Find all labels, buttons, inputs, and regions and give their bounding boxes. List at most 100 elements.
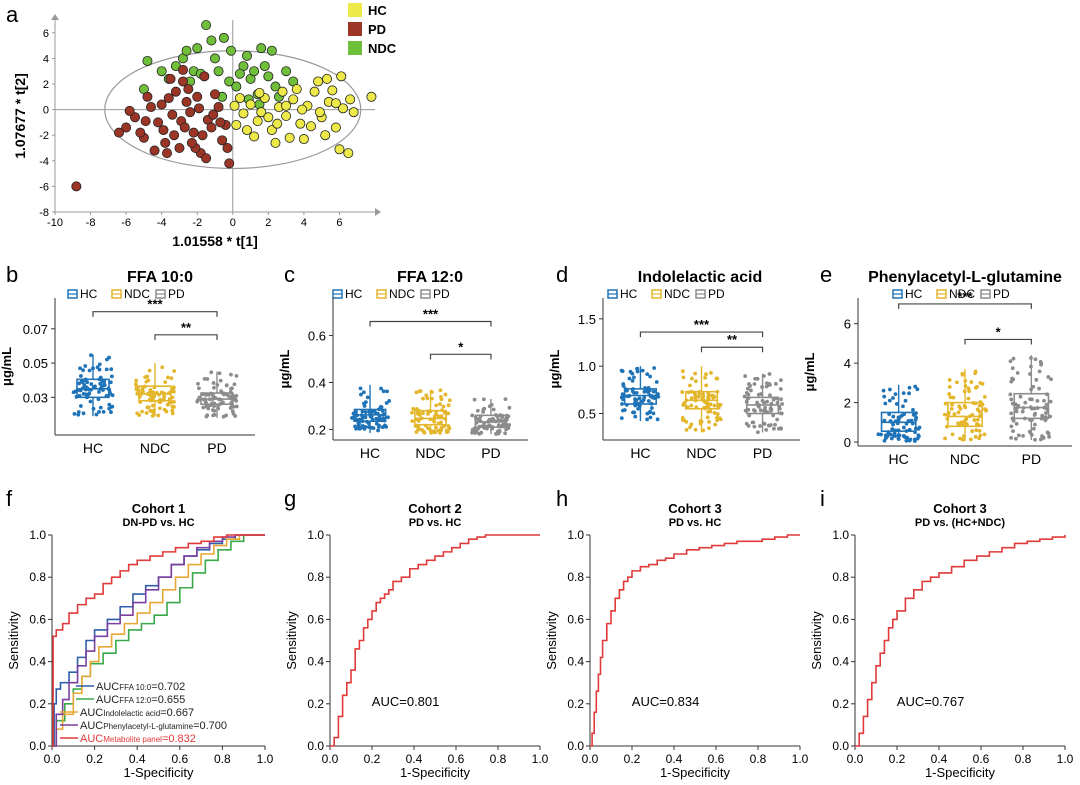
y-tick-label: 0.0 xyxy=(567,739,584,753)
jitter-point-ndc xyxy=(680,390,685,394)
chart-title: Phenylacetyl-L-glutamine xyxy=(868,269,1062,286)
jitter-point-ndc xyxy=(434,425,438,430)
jitter-point-pd xyxy=(1034,377,1039,382)
jitter-point-hc xyxy=(384,401,389,405)
jitter-point-pd xyxy=(234,374,239,378)
x-tick-label: 0.4 xyxy=(666,752,683,766)
jitter-point-ndc xyxy=(955,380,959,385)
point-pd xyxy=(170,86,181,97)
jitter-point-ndc xyxy=(684,419,689,424)
jitter-point-ndc xyxy=(150,413,155,418)
point-hc xyxy=(345,94,356,105)
roc-i: Cohort 3PD vs. (HC+NDC) 0.00.0 0.2 0.2 0.4 0.… xyxy=(809,501,1074,780)
jitter-point-pd xyxy=(1015,371,1020,375)
y-tick-label: 0.0 xyxy=(832,739,849,753)
jitter-point-hc xyxy=(643,389,648,393)
jitter-point-ndc xyxy=(172,399,176,404)
jitter-point-hc xyxy=(637,396,642,401)
jitter-point-ndc xyxy=(165,402,170,407)
jitter-point-hc xyxy=(367,409,372,414)
x-tick-label: 4 xyxy=(301,217,307,229)
point-ndc xyxy=(234,68,245,79)
y-tick-label: 0.8 xyxy=(29,570,46,584)
legend-label: PD xyxy=(708,287,725,301)
point-hc xyxy=(297,104,308,115)
jitter-point-hc xyxy=(98,405,103,410)
chart-title: Cohort 2 xyxy=(408,501,461,516)
jitter-point-pd xyxy=(209,370,214,375)
jitter-point-ndc xyxy=(982,432,987,437)
jitter-point-hc xyxy=(72,411,77,416)
legend-label: HC xyxy=(345,287,363,301)
jitter-point-pd xyxy=(211,408,215,412)
jitter-point-ndc xyxy=(410,419,415,424)
jitter-point-ndc xyxy=(701,392,705,397)
significance-bracket xyxy=(92,311,218,317)
jitter-point-ndc xyxy=(706,392,711,396)
jitter-point-ndc xyxy=(439,414,444,419)
jitter-point-ndc xyxy=(709,370,713,375)
jitter-point-pd xyxy=(772,426,776,431)
x-tick-label: 0 xyxy=(230,217,236,229)
y-tick-label: 0.4 xyxy=(308,375,326,390)
jitter-point-pd xyxy=(1009,435,1013,440)
point-hc xyxy=(330,122,341,133)
y-arrow xyxy=(51,14,59,20)
y-tick-label: 0.8 xyxy=(832,570,849,584)
jitter-point-pd xyxy=(1020,409,1025,414)
jitter-point-ndc xyxy=(169,376,174,381)
jitter-point-hc xyxy=(376,428,380,433)
jitter-point-hc xyxy=(633,414,638,419)
jitter-point-hc xyxy=(102,381,107,386)
y-tick-label: 0.4 xyxy=(832,655,849,669)
point-hc xyxy=(281,100,292,111)
jitter-point-pd xyxy=(752,382,757,386)
y-tick-label: 0.8 xyxy=(567,570,584,584)
jitter-point-ndc xyxy=(707,419,711,424)
legend-label: NDC xyxy=(368,41,397,56)
roc-g: Cohort 2PD vs. HC 0.00.0 0.2 0.2 0.4 0.4 0.6 0.… xyxy=(284,501,549,780)
jitter-point-hc xyxy=(110,393,115,398)
jitter-point-hc xyxy=(887,398,892,403)
jitter-point-pd xyxy=(778,387,783,391)
jitter-point-ndc xyxy=(690,376,694,381)
jitter-point-ndc xyxy=(717,416,722,420)
jitter-point-ndc xyxy=(439,428,444,432)
significance-bracket xyxy=(639,331,764,338)
point-ndc xyxy=(156,66,167,77)
jitter-point-hc xyxy=(381,416,386,421)
jitter-point-pd xyxy=(1048,399,1053,404)
panel-letter-e: e xyxy=(820,262,832,287)
jitter-point-ndc xyxy=(148,393,153,398)
significance-label: *** xyxy=(147,297,163,312)
jitter-point-hc xyxy=(905,435,910,440)
x-tick-label: 0.0 xyxy=(322,752,339,766)
jitter-point-pd xyxy=(768,423,773,427)
point-pd xyxy=(201,153,212,164)
jitter-point-pd xyxy=(475,408,480,413)
chart-title: Cohort 3 xyxy=(933,501,986,516)
jitter-point-ndc xyxy=(708,402,713,407)
jitter-point-hc xyxy=(891,414,896,419)
jitter-point-ndc xyxy=(438,402,442,407)
jitter-point-ndc xyxy=(973,434,978,439)
jitter-point-hc xyxy=(387,399,392,403)
y-tick-label: 0.07 xyxy=(23,322,48,337)
jitter-point-pd xyxy=(773,422,777,427)
jitter-point-ndc xyxy=(421,411,425,415)
jitter-point-pd xyxy=(771,413,776,418)
jitter-point-hc xyxy=(95,365,100,370)
y-tick-label: 0.6 xyxy=(567,612,584,626)
significance-bracket xyxy=(369,320,492,327)
y-tick-label: 0.2 xyxy=(307,697,324,711)
jitter-point-ndc xyxy=(145,405,150,410)
jitter-point-pd xyxy=(768,393,772,398)
jitter-point-hc xyxy=(76,412,81,417)
point-pd xyxy=(158,125,169,136)
x-tick-label: NDC xyxy=(415,445,445,461)
jitter-point-pd xyxy=(507,405,512,410)
y-tick-label: 0.8 xyxy=(307,570,324,584)
point-pd xyxy=(193,103,204,114)
jitter-point-pd xyxy=(1033,422,1037,427)
